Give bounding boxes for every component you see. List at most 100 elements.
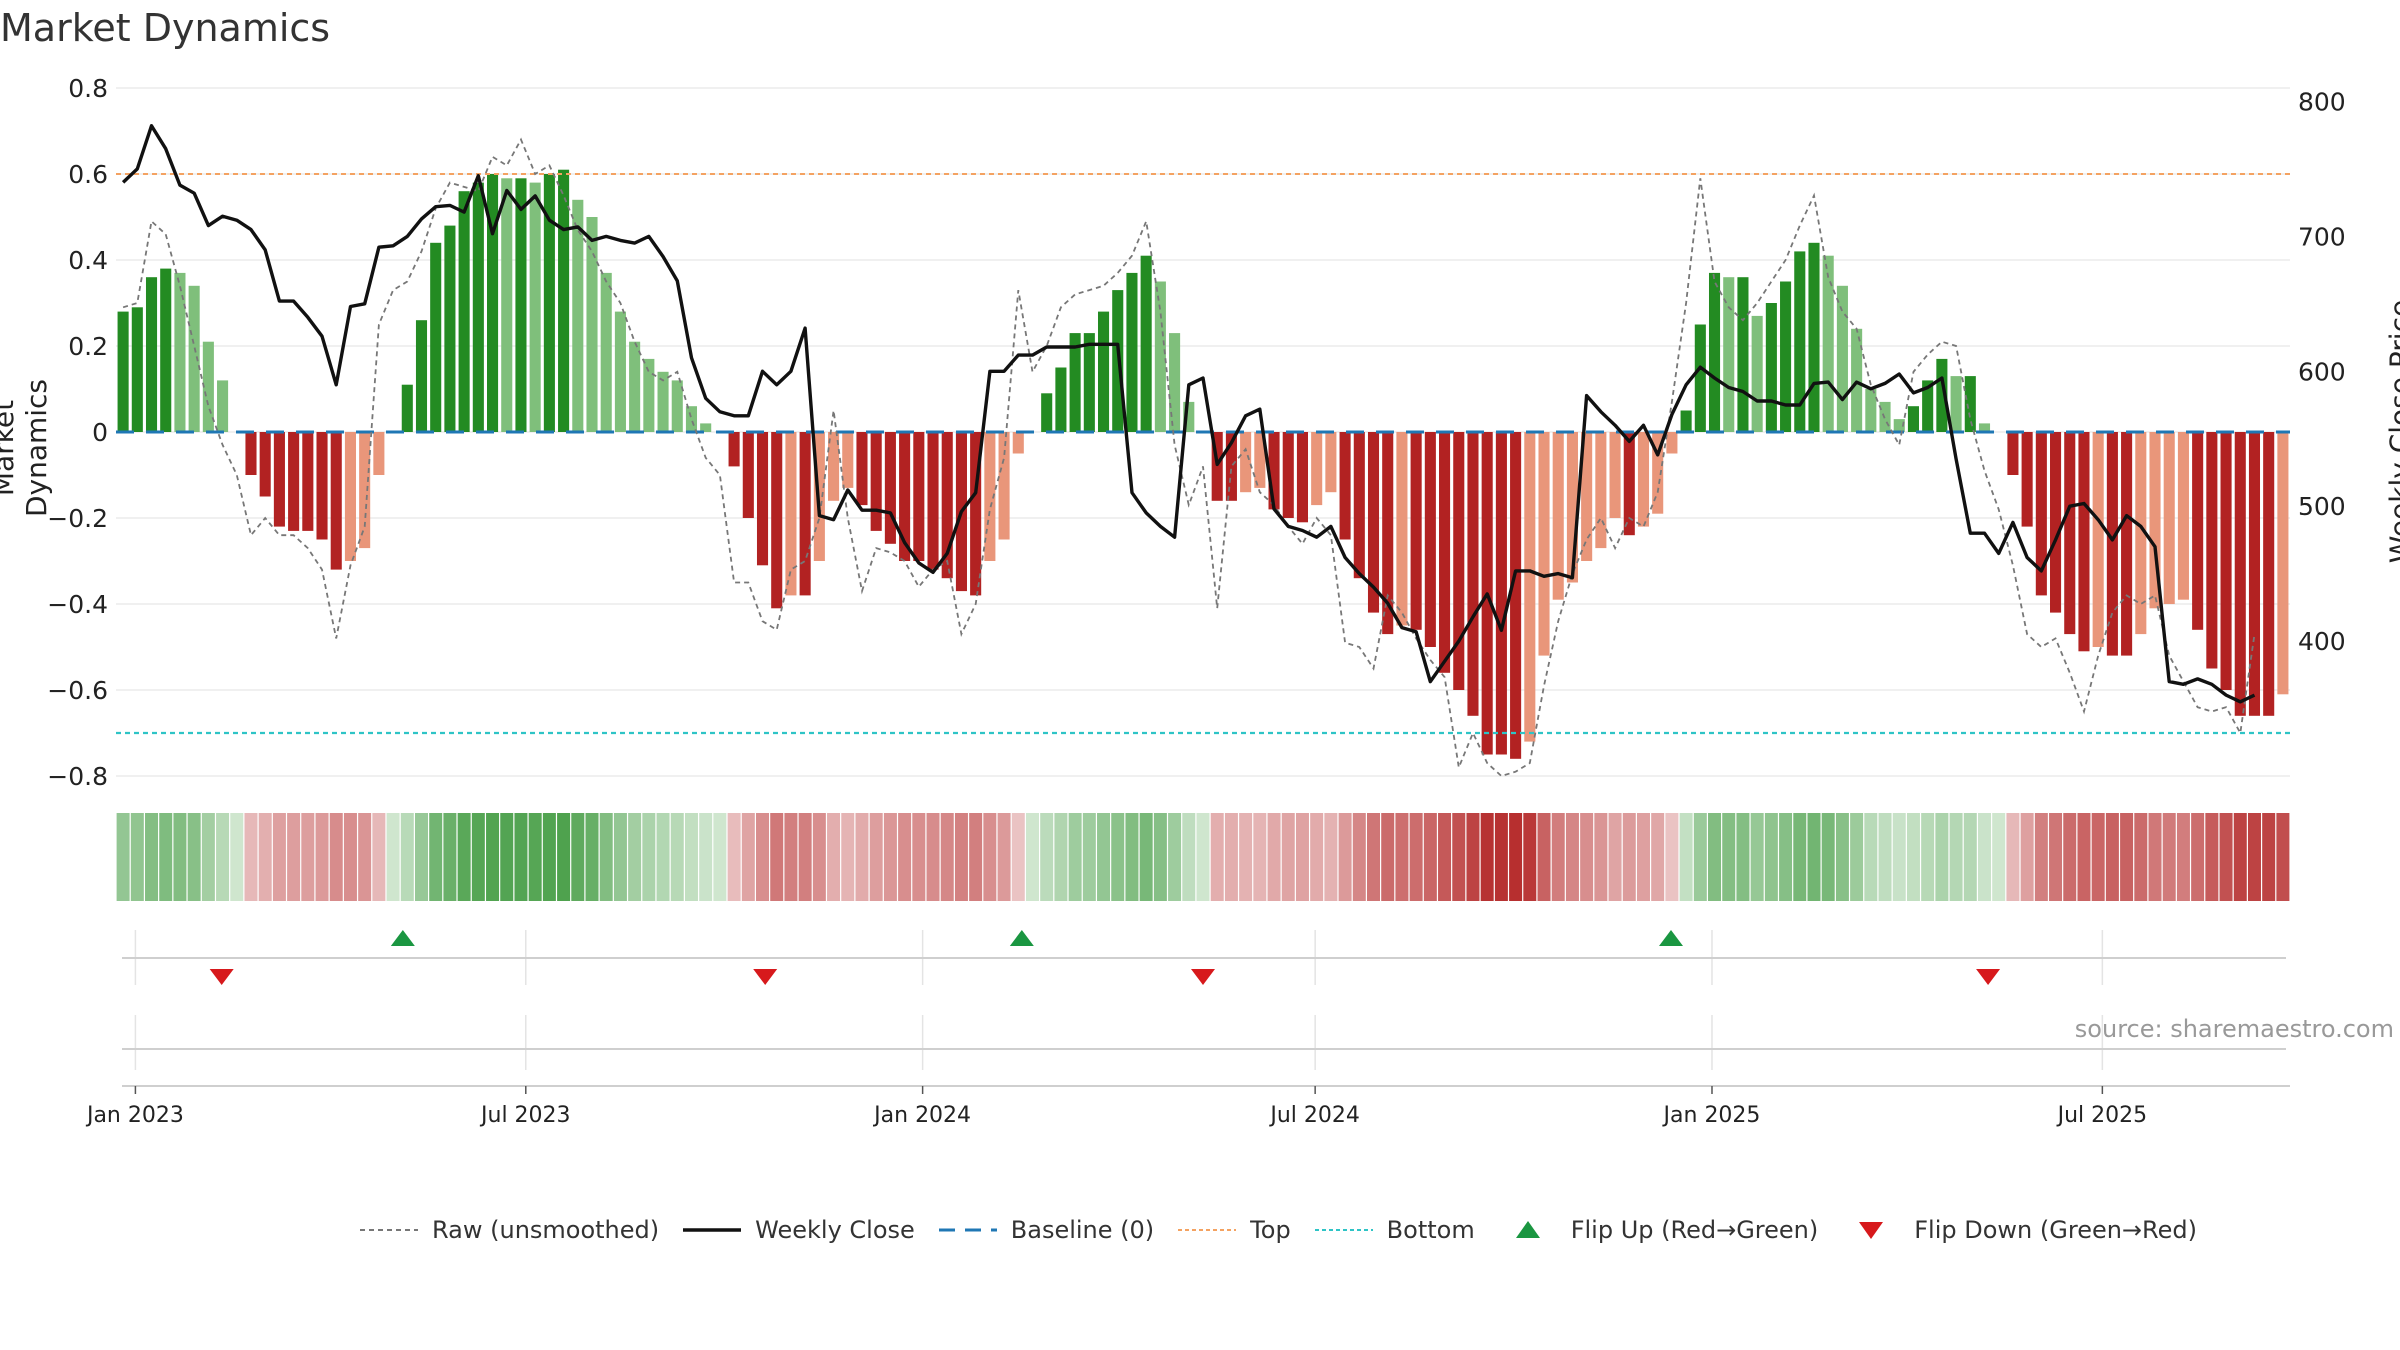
- market-dynamics-bar: [1950, 376, 1962, 432]
- regime-cell: [1125, 813, 1139, 901]
- market-dynamics-bar: [927, 432, 939, 570]
- legend-dotted-orange-icon: [1176, 1220, 1238, 1240]
- regime-cell: [1367, 813, 1381, 901]
- regime-cell: [1793, 813, 1807, 901]
- source-note: source: sharemaestro.com: [2074, 1015, 2394, 1043]
- market-dynamics-bar: [288, 432, 300, 531]
- regime-cell: [1466, 813, 1480, 901]
- market-dynamics-bar: [1623, 432, 1635, 536]
- regime-cell: [414, 813, 429, 901]
- market-dynamics-bar: [600, 272, 612, 432]
- x-tick-label: Jan 2023: [85, 1103, 184, 1128]
- market-dynamics-bar: [2263, 432, 2275, 716]
- market-dynamics-bar: [1595, 432, 1607, 549]
- regime-cell: [159, 813, 173, 901]
- market-dynamics-bar: [1836, 285, 1848, 432]
- market-dynamics-bar: [1311, 432, 1323, 506]
- regime-cell: [230, 813, 244, 901]
- market-dynamics-bar: [2050, 432, 2062, 613]
- regime-cell: [287, 813, 301, 901]
- regime-cell: [2020, 813, 2034, 901]
- market-dynamics-bar: [1808, 242, 1820, 432]
- regime-cell: [145, 813, 159, 901]
- market-dynamics-bar: [131, 307, 143, 432]
- market-dynamics-bar: [572, 199, 584, 432]
- regime-cell: [727, 813, 741, 901]
- regime-cell: [386, 813, 400, 901]
- regime-cell: [2247, 813, 2261, 901]
- market-dynamics-bar: [501, 178, 513, 432]
- market-dynamics-bar: [430, 242, 442, 432]
- market-dynamics-bar: [515, 178, 527, 432]
- regime-cell: [642, 813, 656, 901]
- y-tick-label: 0.4: [68, 246, 108, 275]
- regime-cell: [1622, 813, 1636, 901]
- regime-cell: [2049, 813, 2063, 901]
- market-dynamics-bar: [1154, 281, 1166, 432]
- regime-cell: [1935, 813, 1949, 901]
- y2-tick-label: 800: [2298, 87, 2346, 116]
- regime-cell: [1892, 813, 1906, 901]
- market-dynamics-bar: [984, 432, 996, 561]
- market-dynamics-bar: [1453, 432, 1465, 690]
- market-dynamics-bar: [1424, 432, 1436, 647]
- market-dynamics-bar: [1439, 432, 1451, 673]
- market-dynamics-bar: [2007, 432, 2019, 475]
- legend-label-flip-down: Flip Down (Green→Red): [1914, 1216, 2197, 1244]
- regime-cell: [954, 813, 968, 901]
- regime-cell: [1651, 813, 1665, 901]
- x-tick-label: Jul 2025: [2056, 1103, 2148, 1128]
- market-dynamics-bar: [2277, 432, 2289, 695]
- regime-cell: [1906, 813, 1920, 901]
- market-dynamics-bar: [1765, 303, 1777, 432]
- market-dynamics-bar: [217, 380, 229, 432]
- market-dynamics-bar: [1680, 410, 1692, 432]
- regime-cell: [883, 813, 897, 901]
- regime-cell: [926, 813, 940, 901]
- market-dynamics-bar: [1822, 255, 1834, 432]
- market-dynamics-bar: [2121, 432, 2133, 656]
- market-dynamics-bar: [273, 432, 285, 527]
- regime-cell: [514, 813, 528, 901]
- market-dynamics-bar: [1964, 376, 1976, 432]
- flip-markers-panel: [122, 930, 2290, 1087]
- regime-cell: [1210, 813, 1224, 901]
- x-tick-label: Jul 2024: [1268, 1103, 1360, 1128]
- y2-tick-label: 500: [2298, 492, 2346, 521]
- regime-cell: [2219, 813, 2233, 901]
- flip-down-marker: [753, 969, 778, 985]
- market-dynamics-bar: [1737, 277, 1749, 432]
- market-dynamics-bar: [316, 432, 328, 540]
- market-dynamics-bar: [1169, 333, 1181, 432]
- flip-down-marker: [209, 969, 234, 985]
- regime-cell: [1480, 813, 1494, 901]
- market-dynamics-bar: [1922, 380, 1934, 432]
- regime-cell: [1977, 813, 1992, 901]
- regime-cell: [1196, 813, 1210, 901]
- y2-axis-label: Weekly Close Price: [2383, 299, 2400, 564]
- regime-cell: [2191, 813, 2205, 901]
- regime-cell: [1608, 813, 1622, 901]
- market-dynamics-bar: [302, 432, 314, 531]
- legend-label-close: Weekly Close: [755, 1216, 915, 1244]
- regime-cell: [1949, 813, 1963, 901]
- regime-cell: [2034, 813, 2048, 901]
- reference-lines: [116, 173, 2290, 735]
- market-dynamics-bars: [117, 169, 2289, 759]
- regime-cell: [1551, 813, 1565, 901]
- market-dynamics-bar: [1495, 432, 1507, 755]
- market-dynamics-bar: [245, 432, 257, 475]
- regime-cell: [343, 813, 357, 901]
- regime-cell: [173, 813, 187, 901]
- market-dynamics-bar: [2177, 432, 2189, 600]
- legend-dotted-teal-icon: [1313, 1220, 1375, 1240]
- market-dynamics-bar: [1382, 432, 1394, 635]
- market-dynamics-bar: [2149, 432, 2161, 609]
- legend-item-flip-down: Flip Down (Green→Red): [1840, 1216, 2197, 1244]
- regime-cell: [1139, 813, 1153, 901]
- regime-cell: [486, 813, 500, 901]
- triangle-up-icon: [1497, 1220, 1559, 1240]
- regime-cell: [983, 813, 997, 901]
- market-dynamics-bar: [2035, 432, 2047, 596]
- y-tick-label: 0.6: [68, 160, 108, 189]
